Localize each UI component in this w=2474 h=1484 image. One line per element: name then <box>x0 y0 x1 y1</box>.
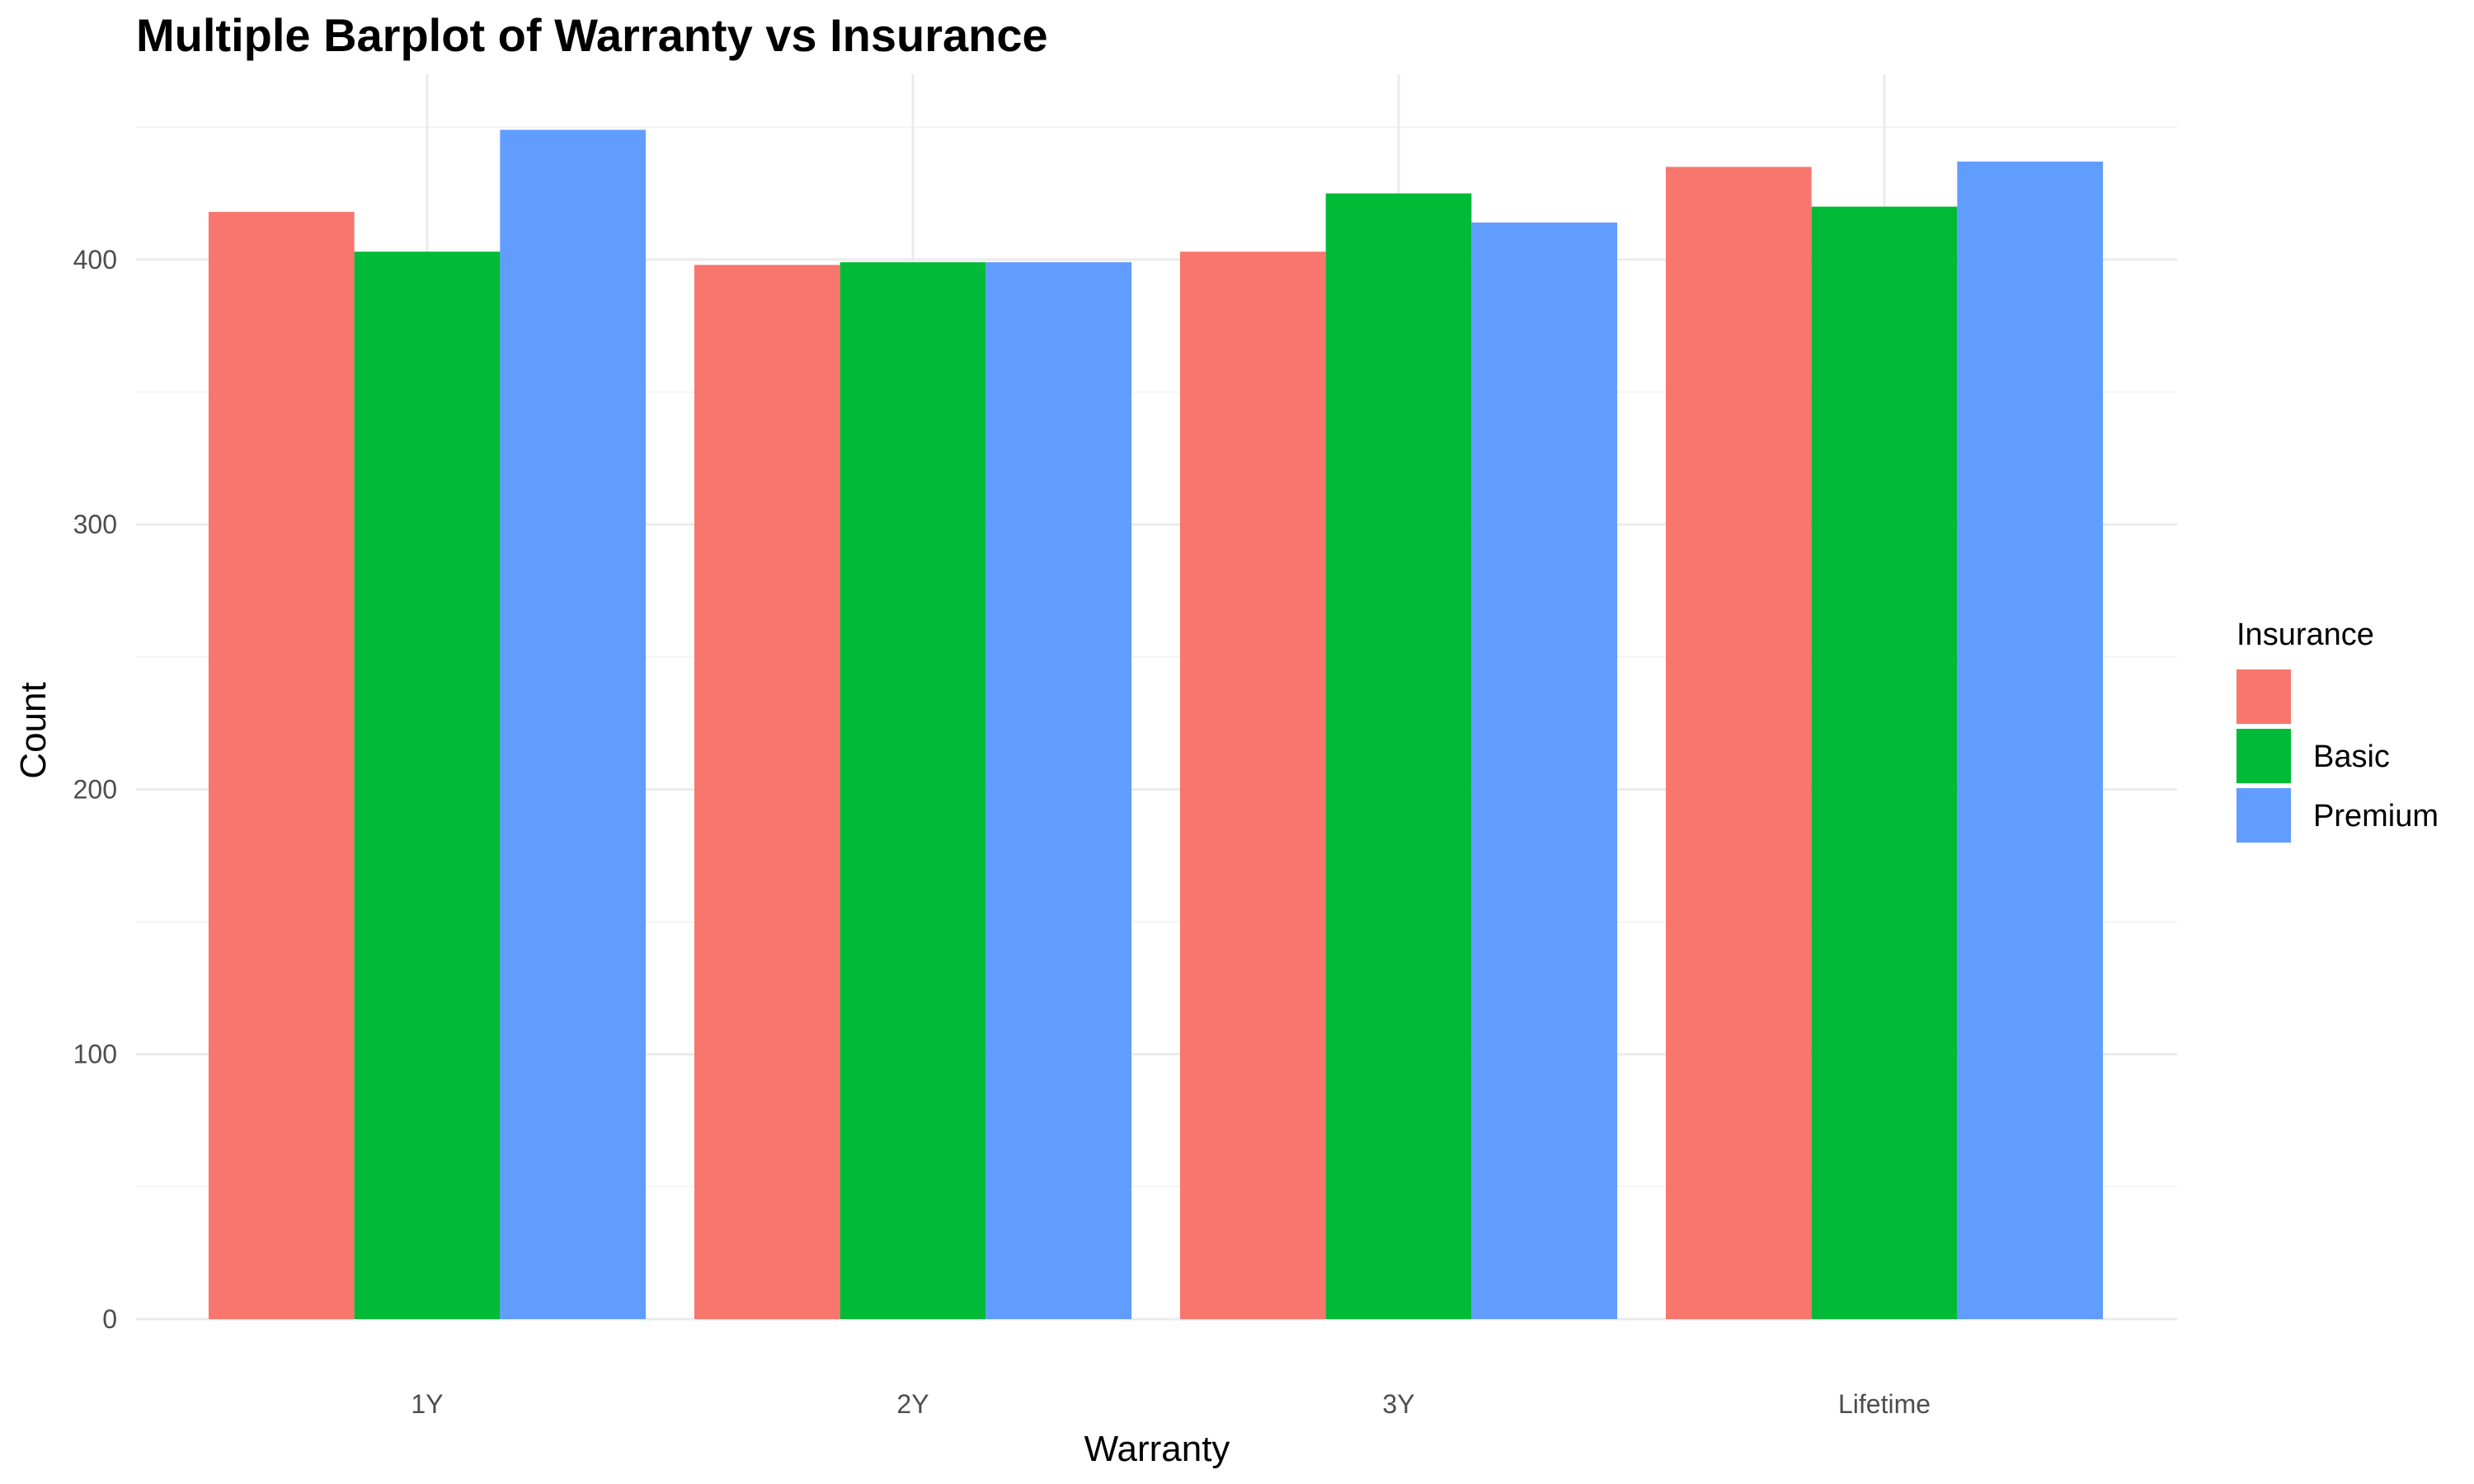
legend-swatch <box>2236 669 2291 724</box>
x-axis-ticks: 1Y 2Y 3Y Lifetime <box>411 1389 1931 1419</box>
y-axis-ticks: 0 100 200 300 400 <box>73 245 117 1334</box>
bar-1y-premium <box>500 129 647 1320</box>
bar-1y-series-1 <box>208 212 355 1319</box>
bar-lifetime-basic <box>1811 206 1958 1319</box>
legend-swatch <box>2236 788 2291 843</box>
chart-title: Multiple Barplot of Warranty vs Insuranc… <box>136 9 1048 61</box>
bar-2y-series-1 <box>694 265 840 1320</box>
bars <box>208 129 2104 1320</box>
legend-title: Insurance <box>2236 618 2374 652</box>
bar-2y-basic <box>840 262 986 1319</box>
bar-2y-premium <box>985 262 1132 1319</box>
y-axis-title: Count <box>13 682 54 778</box>
bar-3y-basic <box>1325 193 1472 1319</box>
legend-swatch <box>2236 729 2291 783</box>
y-tick-label: 100 <box>73 1040 117 1069</box>
y-tick-label: 400 <box>73 245 117 275</box>
x-tick-label: 1Y <box>411 1389 443 1419</box>
bar-3y-premium <box>1471 222 1618 1319</box>
bar-3y-series-1 <box>1179 251 1326 1319</box>
x-tick-label: Lifetime <box>1838 1389 1931 1419</box>
y-tick-label: 0 <box>102 1304 117 1334</box>
bar-lifetime-premium <box>1957 162 2104 1320</box>
legend: Insurance Basic Premium <box>2236 618 2439 843</box>
y-tick-label: 300 <box>73 510 117 539</box>
x-axis-title: Warranty <box>1084 1429 1230 1469</box>
x-tick-label: 2Y <box>896 1389 929 1419</box>
bar-1y-basic <box>354 251 501 1319</box>
legend-label: Basic <box>2313 740 2390 774</box>
y-tick-label: 200 <box>73 774 117 804</box>
bar-lifetime-series-1 <box>1665 167 1812 1320</box>
x-tick-label: 3Y <box>1382 1389 1414 1419</box>
legend-label: Premium <box>2313 799 2439 834</box>
